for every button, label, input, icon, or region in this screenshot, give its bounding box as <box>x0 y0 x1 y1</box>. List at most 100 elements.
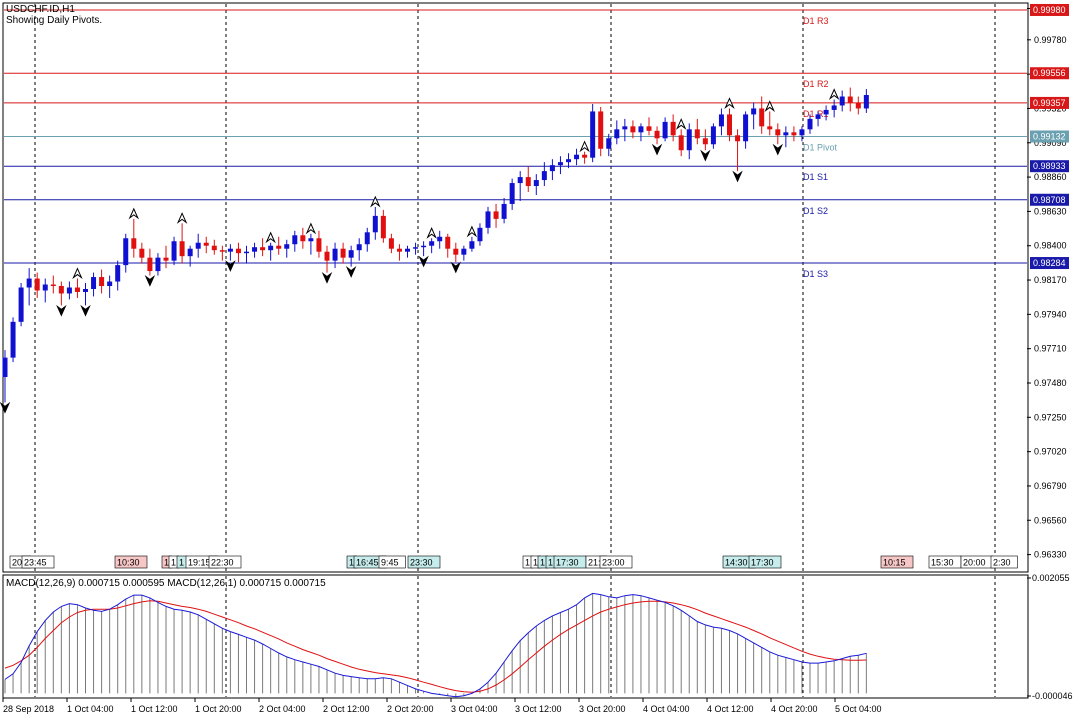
session-label-box <box>378 555 406 569</box>
session-label-text: 1 <box>179 558 184 568</box>
fractal-up-arrow <box>466 225 478 238</box>
candle-body <box>171 241 177 261</box>
candle-body <box>533 180 539 187</box>
candle-body <box>115 265 121 282</box>
price-tick-label: 0.98170 <box>1034 275 1067 285</box>
fractal-up-arrow <box>128 207 140 220</box>
candle-body <box>775 129 781 136</box>
fractal-down-arrow <box>418 255 429 268</box>
pivot-label: D1 S2 <box>803 206 828 216</box>
candle-body <box>863 95 869 109</box>
candle-body <box>34 278 40 291</box>
candle-body <box>509 183 515 204</box>
fractal-arrows <box>0 88 840 414</box>
session-label-box <box>990 555 1018 569</box>
candle-body <box>219 250 225 252</box>
price-tick-label: 0.98400 <box>1034 241 1067 251</box>
fractal-down-arrow <box>321 272 333 284</box>
session-label-box <box>208 555 242 569</box>
candle-body <box>517 177 523 184</box>
session-label-text: 2:30 <box>993 558 1011 568</box>
time-axis-label: 28 Sep 2018 <box>3 704 54 714</box>
candle-body <box>815 114 821 119</box>
pivot-price-text: 0.99357 <box>1033 98 1066 108</box>
candle-body <box>131 238 137 249</box>
candle-body <box>235 248 241 254</box>
price-tick-label: 0.97250 <box>1034 412 1067 422</box>
pivot-price-badge <box>1030 67 1069 80</box>
candle-body <box>413 247 419 249</box>
macd-tick-label: 0.002055 <box>1032 573 1070 583</box>
candle-body <box>839 96 845 106</box>
candle-body <box>227 248 233 252</box>
session-label-text: 1 <box>349 558 354 568</box>
session-label-text: 1 <box>533 558 538 568</box>
fractal-up-arrow <box>265 231 276 244</box>
fractal-down-arrow <box>56 304 67 317</box>
candle-body <box>348 250 354 258</box>
session-label-text: 14:30 <box>725 558 748 568</box>
time-axis: 28 Sep 2018 1 Oct 04:00 1 Oct 12:00 1 Oct 2… <box>2 698 882 714</box>
candle-body <box>324 251 330 261</box>
pivot-price-text: 0.98708 <box>1033 195 1066 205</box>
session-label-text: 1 <box>171 558 176 568</box>
candle-body <box>614 129 620 139</box>
pivot-price-badge <box>1030 130 1069 143</box>
indicator-note: Showing Daily Pivots. <box>6 15 102 26</box>
session-label-text: 16:45 <box>356 558 379 568</box>
candle-body <box>525 177 531 187</box>
price-tick-label: 0.96330 <box>1034 550 1067 560</box>
price-tick-label: 0.97020 <box>1034 447 1067 457</box>
time-axis-label: 3 Oct 20:00 <box>579 704 626 714</box>
candle-body <box>807 118 813 130</box>
candle-body <box>74 287 80 292</box>
candle-body <box>670 121 676 136</box>
pivot-label: D1 Pivot <box>803 142 838 152</box>
price-tick-label: 0.97940 <box>1034 309 1067 319</box>
candle-body <box>678 135 684 151</box>
candle-body <box>557 162 563 166</box>
candle-body <box>743 114 749 142</box>
candle-body <box>244 251 249 254</box>
candle-body <box>582 154 588 158</box>
fractal-up-arrow <box>305 222 317 235</box>
session-label-text: 1 <box>540 558 545 568</box>
fractal-up-arrow <box>370 195 381 208</box>
candle-body <box>276 245 282 249</box>
candle-body <box>364 232 370 245</box>
candle-body <box>638 126 644 133</box>
session-label-box <box>748 555 782 569</box>
candle-body <box>549 165 555 172</box>
candle-body <box>590 111 596 158</box>
candle-body <box>195 242 201 249</box>
candle-body <box>759 108 765 127</box>
candle-body <box>783 132 789 136</box>
candle-body <box>268 245 274 251</box>
price-tick-label: 0.97710 <box>1034 344 1067 354</box>
candle-body <box>308 238 314 242</box>
fractal-down-arrow <box>450 261 462 274</box>
macd-main-line <box>4 592 867 698</box>
pivot-label: D1 S3 <box>803 269 828 279</box>
symbol-title: USDCHF.ID,H1 <box>6 4 75 15</box>
macd-indicator: 0.002055 -0.000046 <box>4 573 1073 701</box>
price-axis: 0.999900.997800.995500.993200.990900.988… <box>1027 3 1069 560</box>
candle-body <box>300 235 306 242</box>
candle-body <box>469 241 475 249</box>
candle-body <box>66 287 72 294</box>
candle-body <box>630 126 636 133</box>
candle-body <box>574 154 580 160</box>
pivot-price-badge <box>1030 257 1069 270</box>
candle-body <box>203 242 209 246</box>
candle-body <box>855 102 861 109</box>
pivot-price-text: 0.99556 <box>1033 68 1066 78</box>
fractal-up-arrow <box>724 97 735 110</box>
candle-body <box>123 238 129 266</box>
candle-body <box>284 244 290 249</box>
candle-body <box>598 111 604 149</box>
session-label-text: 17:30 <box>556 558 579 568</box>
candle-body <box>147 257 153 272</box>
candle-body <box>356 244 362 251</box>
